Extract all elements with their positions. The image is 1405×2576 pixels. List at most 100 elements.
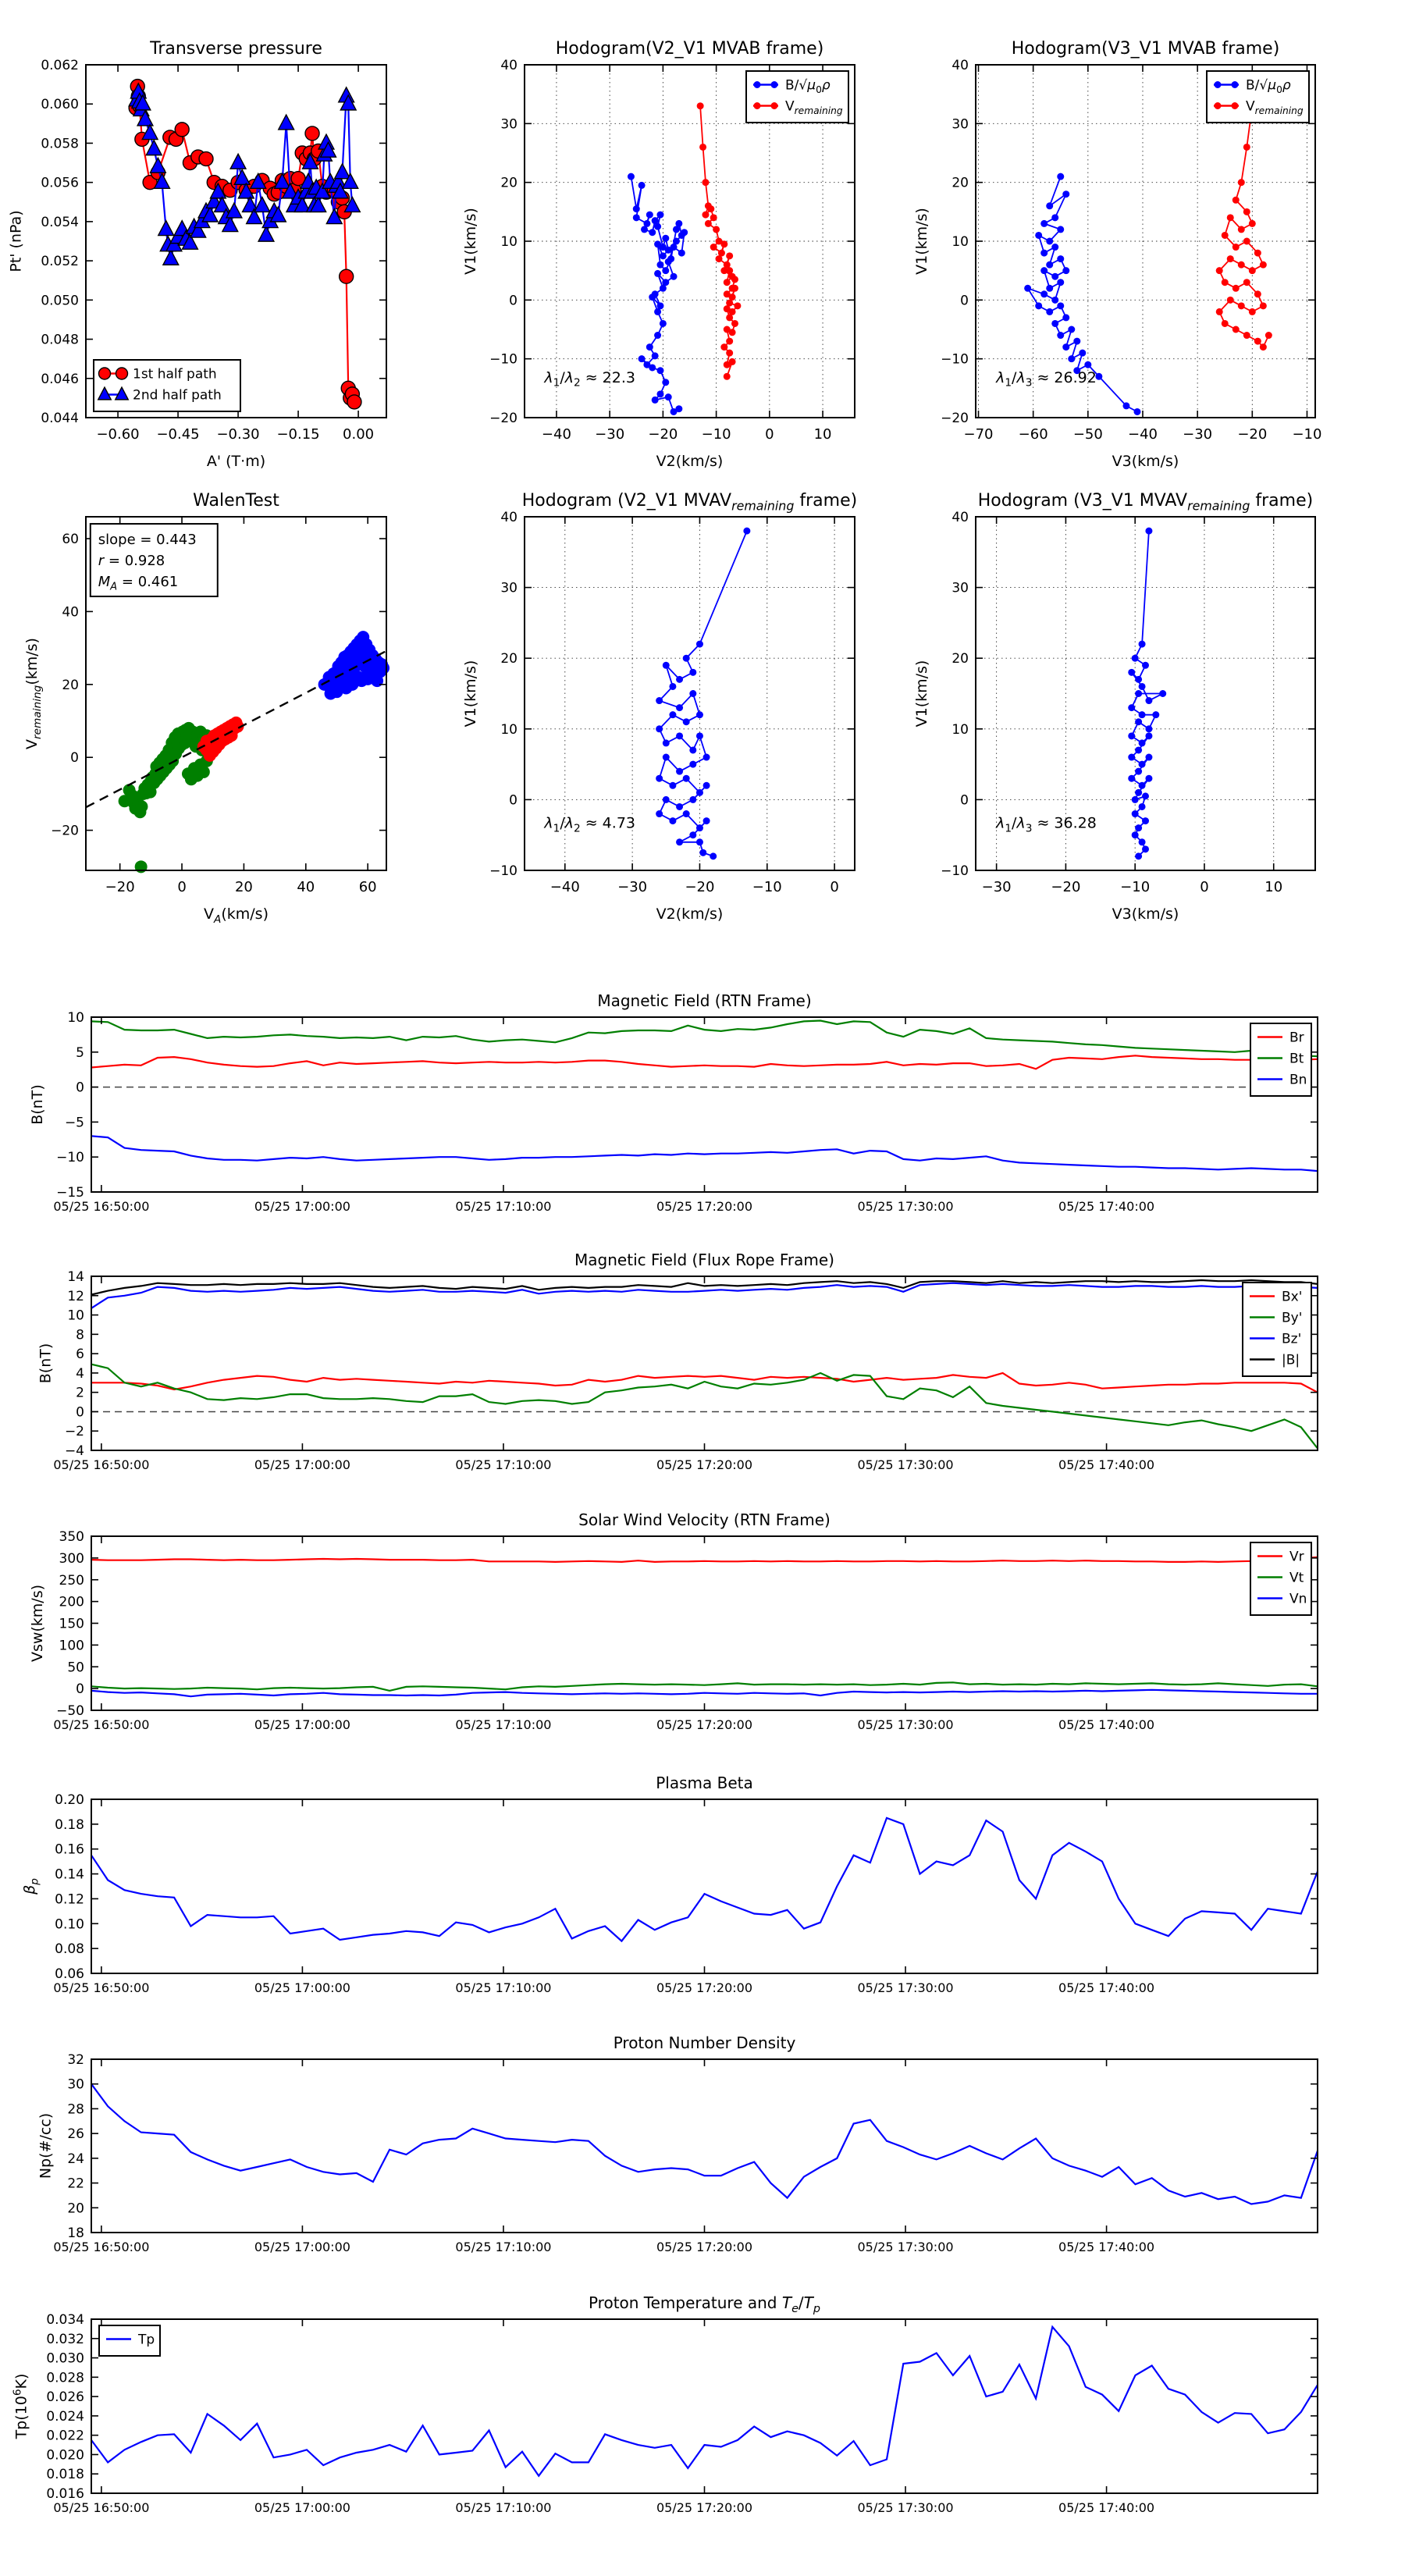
svg-text:−20: −20 bbox=[489, 411, 518, 426]
svg-text:V3(km/s): V3(km/s) bbox=[1112, 453, 1179, 470]
svg-text:8: 8 bbox=[76, 1327, 84, 1343]
svg-text:05/25 16:50:00: 05/25 16:50:00 bbox=[53, 1457, 149, 1472]
vsw_rtn-plot: 05/25 16:50:00 05/25 17:00:00 05/25 17:10:… bbox=[29, 1510, 1318, 1732]
svg-text:05/25 16:50:00: 05/25 16:50:00 bbox=[53, 1980, 149, 1995]
svg-text:05/25 17:10:00: 05/25 17:10:00 bbox=[455, 1457, 551, 1472]
svg-text:Solar Wind Velocity (RTN Frame: Solar Wind Velocity (RTN Frame) bbox=[578, 1510, 831, 1529]
svg-text:250: 250 bbox=[59, 1573, 84, 1589]
svg-text:Bx': Bx' bbox=[1282, 1290, 1302, 1305]
svg-text:−10: −10 bbox=[941, 863, 969, 879]
svg-text:0.054: 0.054 bbox=[41, 215, 79, 230]
svg-text:Proton Temperature and Te/Tp: Proton Temperature and Te/Tp bbox=[589, 2293, 820, 2315]
svg-text:−30: −30 bbox=[1183, 426, 1212, 443]
svg-text:0: 0 bbox=[70, 750, 79, 766]
svg-text:V2(km/s): V2(km/s) bbox=[656, 906, 724, 923]
svg-text:0.18: 0.18 bbox=[55, 1817, 84, 1833]
hodogram_v3v1_mvav-plot: −30 −20 −10 0 10 −10 0 10 20 30 40 Hodogram (V3_V1 … bbox=[913, 491, 1316, 923]
svg-text:40: 40 bbox=[62, 604, 79, 620]
svg-text:05/25 17:10:00: 05/25 17:10:00 bbox=[455, 1980, 551, 1995]
svg-text:0.034: 0.034 bbox=[46, 2312, 84, 2328]
svg-text:60: 60 bbox=[62, 532, 79, 547]
svg-text:40: 40 bbox=[297, 879, 315, 895]
svg-text:05/25 17:10:00: 05/25 17:10:00 bbox=[455, 1717, 551, 1732]
svg-text:20: 20 bbox=[62, 678, 79, 693]
svg-text:0.12: 0.12 bbox=[55, 1891, 84, 1907]
svg-text:0.044: 0.044 bbox=[41, 411, 79, 426]
svg-text:−10: −10 bbox=[1120, 879, 1150, 895]
svg-text:10: 10 bbox=[67, 1308, 84, 1324]
svg-text:350: 350 bbox=[59, 1529, 84, 1545]
svg-text:05/25 17:20:00: 05/25 17:20:00 bbox=[656, 1457, 752, 1472]
svg-text:0: 0 bbox=[960, 792, 969, 808]
svg-text:−20: −20 bbox=[51, 824, 79, 839]
svg-text:28: 28 bbox=[67, 2101, 84, 2117]
svg-text:05/25 17:30:00: 05/25 17:30:00 bbox=[858, 1457, 954, 1472]
svg-text:0.058: 0.058 bbox=[41, 136, 79, 151]
svg-text:05/25 16:50:00: 05/25 16:50:00 bbox=[53, 2500, 149, 2515]
svg-text:Vremaining: Vremaining bbox=[1246, 99, 1304, 116]
svg-text:60: 60 bbox=[359, 879, 377, 895]
svg-text:30: 30 bbox=[500, 116, 518, 132]
svg-text:05/25 17:00:00: 05/25 17:00:00 bbox=[254, 1717, 350, 1732]
svg-text:Transverse pressure: Transverse pressure bbox=[149, 39, 322, 59]
svg-text:Magnetic Field (RTN Frame): Magnetic Field (RTN Frame) bbox=[597, 991, 811, 1010]
svg-text:6: 6 bbox=[76, 1347, 84, 1362]
svg-text:−5: −5 bbox=[65, 1115, 84, 1130]
svg-text:05/25 17:40:00: 05/25 17:40:00 bbox=[1058, 1199, 1154, 1214]
svg-text:0.14: 0.14 bbox=[55, 1867, 84, 1883]
svg-text:−40: −40 bbox=[1128, 426, 1158, 443]
svg-text:B/√μ0ρ: B/√μ0ρ bbox=[1246, 78, 1291, 95]
svg-text:−10: −10 bbox=[56, 1150, 84, 1165]
svg-text:40: 40 bbox=[500, 58, 518, 73]
svg-text:2: 2 bbox=[76, 1386, 84, 1401]
svg-text:−70: −70 bbox=[964, 426, 994, 443]
svg-text:0.030: 0.030 bbox=[46, 2351, 84, 2367]
svg-text:B/√μ0ρ: B/√μ0ρ bbox=[785, 78, 831, 95]
svg-text:100: 100 bbox=[59, 1638, 84, 1653]
svg-text:24: 24 bbox=[67, 2151, 84, 2167]
svg-text:20: 20 bbox=[951, 651, 969, 667]
svg-text:05/25 17:40:00: 05/25 17:40:00 bbox=[1058, 2240, 1154, 2254]
svg-text:05/25 17:00:00: 05/25 17:00:00 bbox=[254, 1980, 350, 1995]
svg-text:Bn: Bn bbox=[1289, 1073, 1307, 1088]
svg-text:Magnetic Field (Flux Rope Fram: Magnetic Field (Flux Rope Frame) bbox=[574, 1251, 834, 1269]
svg-text:05/25 17:20:00: 05/25 17:20:00 bbox=[656, 1717, 752, 1732]
svg-text:−40: −40 bbox=[542, 426, 571, 443]
svg-text:−30: −30 bbox=[982, 879, 1012, 895]
svg-text:0.032: 0.032 bbox=[46, 2332, 84, 2347]
transverse_pressure-plot: −0.60 −0.45 −0.30 −0.15 0.00 0.044 0.046 0.048 0… bbox=[8, 39, 387, 470]
svg-text:λ1/λ3 ≈ 36.28: λ1/λ3 ≈ 36.28 bbox=[995, 815, 1097, 835]
svg-text:0.046: 0.046 bbox=[41, 372, 79, 387]
svg-text:0: 0 bbox=[1200, 879, 1208, 895]
svg-text:10: 10 bbox=[67, 1010, 84, 1026]
svg-text:Bt: Bt bbox=[1289, 1051, 1304, 1067]
svg-text:05/25 17:30:00: 05/25 17:30:00 bbox=[858, 2240, 954, 2254]
svg-text:05/25 17:40:00: 05/25 17:40:00 bbox=[1058, 2500, 1154, 2515]
svg-text:0.00: 0.00 bbox=[343, 426, 374, 443]
svg-text:Proton Number Density: Proton Number Density bbox=[614, 2033, 796, 2052]
svg-text:λ1/λ3 ≈ 26.92: λ1/λ3 ≈ 26.92 bbox=[995, 369, 1097, 390]
svg-text:Plasma Beta: Plasma Beta bbox=[656, 1774, 753, 1792]
svg-text:Vn: Vn bbox=[1289, 1592, 1307, 1607]
svg-text:0: 0 bbox=[765, 426, 774, 443]
svg-text:MA = 0.461: MA = 0.461 bbox=[98, 574, 178, 593]
svg-text:30: 30 bbox=[951, 581, 969, 596]
svg-text:0.10: 0.10 bbox=[55, 1916, 84, 1932]
svg-text:0.028: 0.028 bbox=[46, 2370, 84, 2386]
svg-text:05/25 17:20:00: 05/25 17:20:00 bbox=[656, 2500, 752, 2515]
svg-text:0: 0 bbox=[76, 1404, 84, 1420]
svg-text:Hodogram(V3_V1 MVAB frame): Hodogram(V3_V1 MVAB frame) bbox=[1012, 39, 1280, 59]
svg-text:05/25 17:00:00: 05/25 17:00:00 bbox=[254, 2240, 350, 2254]
svg-text:10: 10 bbox=[500, 234, 518, 250]
hodogram_v2v1_mvab-plot: −40 −30 −20 −10 0 10 −20 −10 0 10 20 30 40 Hodogram(V… bbox=[462, 39, 855, 470]
svg-text:05/25 17:10:00: 05/25 17:10:00 bbox=[455, 1199, 551, 1214]
svg-text:0.048: 0.048 bbox=[41, 333, 79, 348]
svg-text:−20: −20 bbox=[941, 411, 969, 426]
svg-text:40: 40 bbox=[951, 58, 969, 73]
svg-text:Tp: Tp bbox=[137, 2332, 155, 2348]
plasma_beta-plot: 05/25 16:50:00 05/25 17:00:00 05/25 17:10:… bbox=[21, 1774, 1319, 1995]
svg-text:20: 20 bbox=[67, 2201, 84, 2216]
svg-text:Pt' (nPa): Pt' (nPa) bbox=[8, 210, 25, 272]
svg-text:0.056: 0.056 bbox=[41, 176, 79, 191]
svg-text:10: 10 bbox=[951, 722, 969, 738]
